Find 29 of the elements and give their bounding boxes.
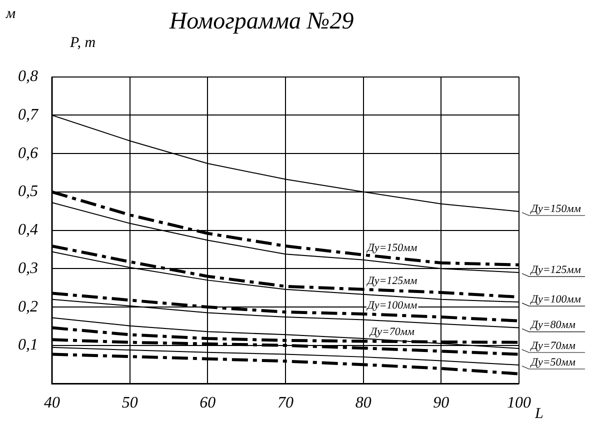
y-tick-label: 0,1: [18, 336, 38, 354]
series-label: Ду=50мм: [530, 356, 576, 368]
series-label: Ду=125мм: [366, 274, 418, 287]
series-label: Ду=150мм: [366, 242, 418, 254]
x-tick-label: 40: [44, 394, 60, 412]
y-tick-label: 0,7: [18, 106, 39, 124]
y-tick-label: 0,6: [18, 144, 38, 162]
x-tick-label: 70: [278, 394, 294, 412]
series-label: Ду=80мм: [530, 319, 576, 332]
chart-title: Номограмма №29: [168, 8, 354, 35]
y-axis-title: P, т: [69, 34, 96, 51]
y-tick-label: 0,4: [18, 222, 38, 239]
x-tick-label: 60: [200, 394, 216, 412]
y-tick-label: 0,5: [18, 183, 38, 200]
y-tick-label: 0,8: [18, 68, 38, 86]
y-tick-label: 0,2: [18, 298, 38, 316]
series-label: Ду=100мм: [366, 299, 418, 312]
x-tick-label: 90: [433, 394, 450, 412]
y-tick-label: 0,3: [18, 260, 38, 277]
x-tick-label: 80: [355, 394, 372, 412]
series-label: Ду=125мм: [530, 264, 581, 276]
text: м: [5, 6, 16, 22]
x-tick-label: 100: [507, 394, 531, 412]
series-label: Ду=70мм: [530, 340, 576, 352]
x-tick-label: 50: [122, 394, 138, 412]
series-label: Ду=100мм: [530, 293, 581, 306]
x-axis-title: L: [534, 406, 544, 422]
series-label: Ду=70мм: [369, 326, 414, 338]
series-label: Ду=150мм: [530, 202, 581, 215]
